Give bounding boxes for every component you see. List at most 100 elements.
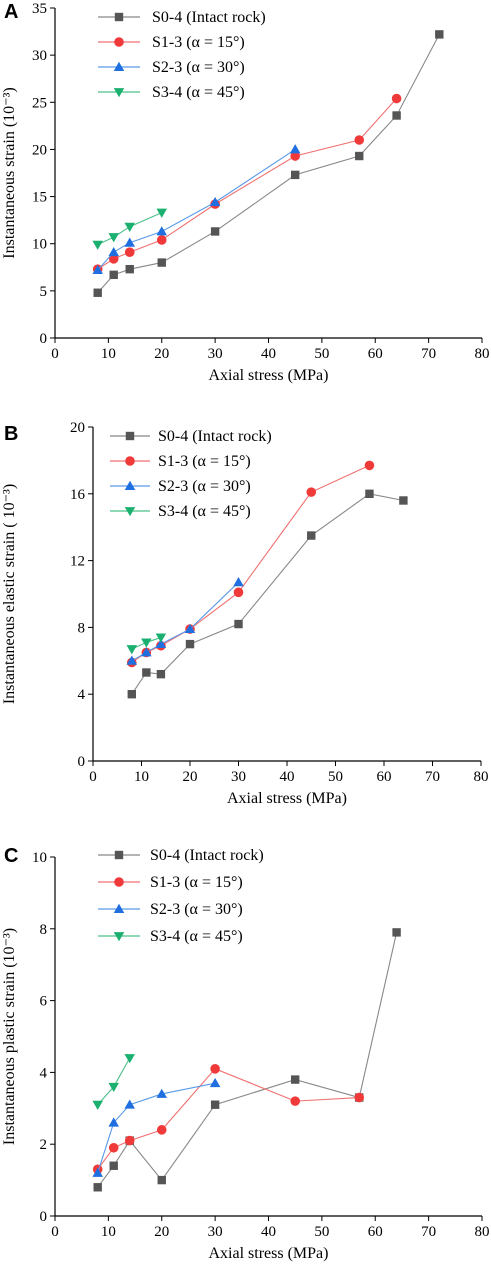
x-tick-label: 30 [231,769,246,785]
chart-panel-c: C 0 10 20 30 40 50 60 70 80 0 2 4 6 8 10 Axial stress (M… [1,845,490,1262]
x-tick-label: 20 [154,346,169,362]
legend-label: S2-3 (α = 30°) [158,478,251,495]
legend-marker [124,507,136,517]
x-tick-label: 0 [51,346,59,362]
data-point [156,208,167,218]
data-point [93,1183,102,1192]
data-point [307,531,316,540]
legend-marker [113,903,125,913]
x-tick-label: 0 [89,769,97,785]
data-point [124,247,135,257]
y-axis-title: Instantaneous elastic strain ( 10⁻³) [1,484,18,704]
data-point [124,237,135,247]
x-tick-label: 20 [183,769,198,785]
series-s0-4-intact-rock [93,30,444,297]
data-point [290,170,300,180]
data-point [210,1100,220,1109]
x-tick-label: 70 [421,1224,436,1240]
series-s0-4-intact-rock [93,928,401,1192]
data-point [124,1135,135,1146]
y-tick-label: 30 [32,48,47,64]
data-point [155,633,167,643]
data-point [354,135,365,145]
legend-marker [114,877,124,887]
x-tick-label: 20 [154,1224,169,1240]
data-point [124,1099,135,1109]
legend-marker [125,456,135,466]
series-line [97,1068,360,1170]
data-point [354,1092,365,1103]
data-point [156,1125,167,1135]
data-point [391,93,402,104]
x-tick-label: 70 [425,769,440,785]
x-tick-label: 30 [208,346,223,362]
y-tick-label: 4 [40,1065,48,1081]
data-point [365,489,374,498]
data-point [234,619,243,629]
series-s2-3-30 [92,1077,221,1177]
legend-marker [124,480,136,490]
data-point [124,222,135,232]
y-tick-label: 15 [32,190,47,206]
legend: S0-4 (Intact rock) S1-3 (α = 15°) S2-3 (α … [98,9,266,101]
y-tick-label: 16 [70,487,86,503]
data-point [233,577,244,587]
data-point [92,1167,103,1177]
x-tick-label: 50 [328,769,343,785]
data-point [142,668,151,677]
data-point [233,587,244,598]
x-tick-label: 40 [261,1224,276,1240]
series-s3-4-45 [92,1054,135,1110]
y-tick-label: 8 [78,620,86,636]
data-point [210,227,220,236]
x-tick-label: 10 [134,769,149,785]
legend-label: S2-3 (α = 30°) [150,901,243,918]
y-tick-label: 5 [40,284,48,300]
x-tick-label: 30 [208,1224,223,1240]
series-s2-3-30 [92,144,301,275]
data-point [108,1117,119,1127]
data-point [157,1175,166,1185]
data-point [109,270,118,280]
y-tick-label: 0 [78,754,86,770]
data-point [108,253,119,264]
legend-marker [113,88,125,98]
chart-panel-b: B 0 10 20 30 40 50 60 70 80 0 4 8 12 16 20 Axial stress … [1,420,489,807]
data-point [108,1142,119,1153]
series-line [97,212,162,246]
legend-label: S3-4 (α = 45°) [150,928,243,945]
y-tick-label: 10 [32,237,47,253]
y-tick-label: 12 [70,554,85,570]
y-tick-label: 8 [40,922,48,938]
legend-label: S1-3 (α = 15°) [152,34,245,51]
data-point [108,233,119,243]
legend-label: S1-3 (α = 15°) [150,874,243,891]
y-tick-label: 0 [40,331,48,347]
panel-label: C [4,845,18,867]
x-tick-label: 10 [101,346,116,362]
y-tick-label: 25 [32,95,47,111]
data-point [355,151,364,161]
data-point [93,288,102,297]
series-line [97,1082,216,1174]
data-point [109,1161,118,1170]
legend-label: S1-3 (α = 15°) [158,453,251,470]
y-tick-label: 20 [32,142,47,158]
y-tick-label: 4 [78,687,86,703]
legend: S0-4 (Intact rock) S1-3 (α = 15°) S2-3 (α … [110,428,272,520]
data-point [92,1100,103,1110]
data-point [108,246,119,257]
series-line [131,493,404,695]
data-point [392,111,401,120]
data-point [306,487,317,497]
data-point [392,928,401,937]
y-tick-label: 0 [40,1209,48,1225]
legend-marker [125,431,135,441]
y-axis-title: Instantaneous plastic strain (10⁻³) [1,928,18,1145]
x-tick-label: 60 [368,346,383,362]
chart-panel-a: A 0 10 20 30 40 50 60 70 80 0 5 10 15 20 25 30 35 Axial st… [1,1,490,384]
data-point [156,1088,167,1098]
x-tick-label: 80 [475,1224,490,1240]
series-line [97,98,398,270]
